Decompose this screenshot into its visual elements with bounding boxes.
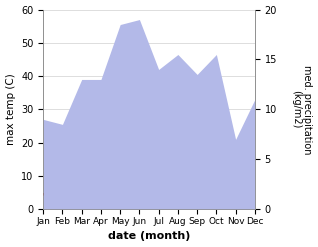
Y-axis label: med. precipitation
(kg/m2): med. precipitation (kg/m2) [291,65,313,154]
X-axis label: date (month): date (month) [108,231,190,242]
Y-axis label: max temp (C): max temp (C) [5,74,16,145]
